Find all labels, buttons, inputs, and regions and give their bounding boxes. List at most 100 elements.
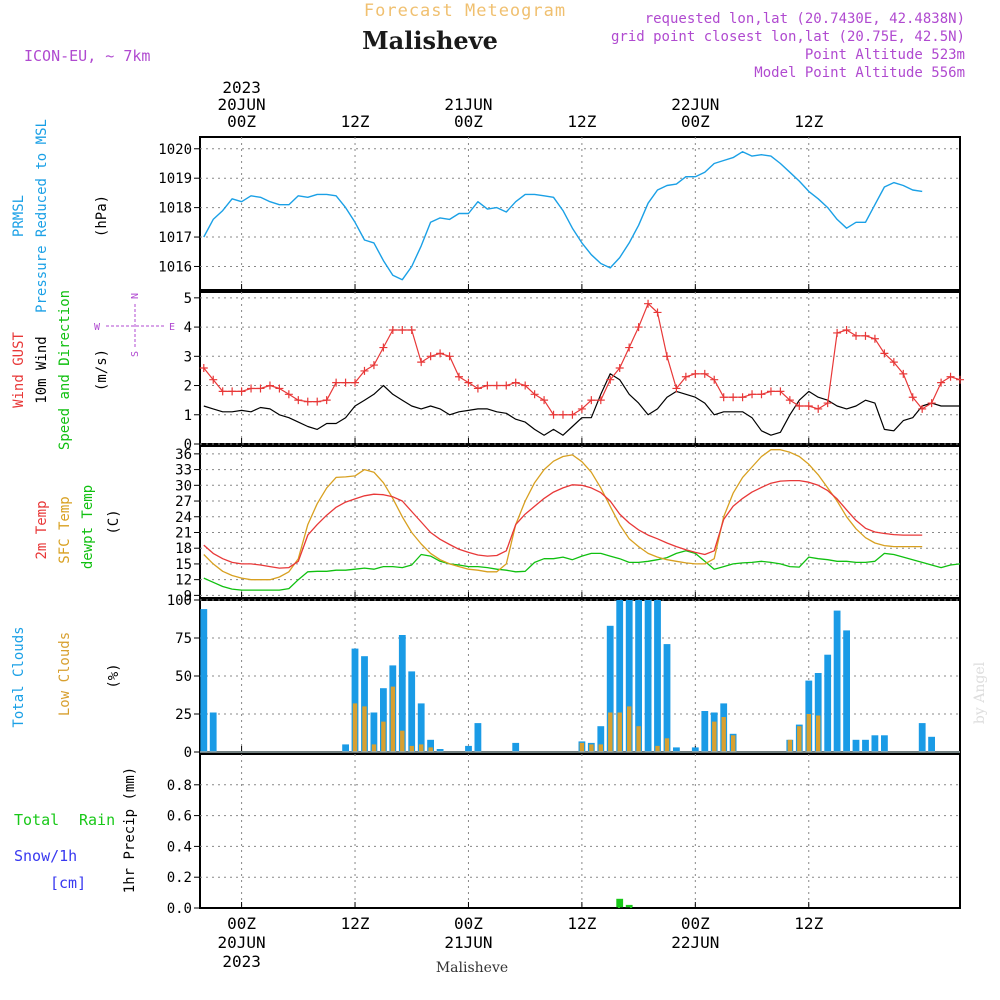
top-time-label: 00Z <box>227 112 256 131</box>
low-clouds-bar <box>579 742 585 752</box>
total-clouds-bar <box>597 726 605 752</box>
low-clouds-bar <box>362 706 367 752</box>
wind-gust-marker <box>332 378 341 387</box>
low-clouds-bar <box>400 730 405 752</box>
total-clouds-bar <box>625 600 633 752</box>
wind-gust-marker <box>927 399 936 408</box>
total-clouds-bar <box>408 671 416 752</box>
low-clouds-bar <box>636 726 641 752</box>
wind-gust-marker <box>729 393 738 402</box>
wind-gust-marker <box>558 410 567 419</box>
top-time-label: 00Z <box>681 112 710 131</box>
wind-ytick-label: 3 <box>184 349 192 365</box>
temp-ytick-label: 30 <box>175 478 192 494</box>
wind-gust-marker <box>681 372 690 381</box>
temp-ytick-label: 33 <box>175 463 192 479</box>
bottom-time-label: 2023 <box>222 952 261 971</box>
total-clouds-bar <box>881 735 888 752</box>
pressure-ytick-label: 1020 <box>158 142 192 158</box>
wind-gust-marker <box>842 326 851 334</box>
credit-watermark: by Angel <box>972 661 988 724</box>
wind-gust-marker <box>199 364 208 372</box>
low-clouds-bar <box>627 706 632 752</box>
location-title: Malisheve <box>362 26 498 55</box>
wind-gust-marker <box>710 375 719 384</box>
wind-gust-marker <box>577 404 586 413</box>
precip-frame <box>199 753 961 909</box>
wind-panel: 0 1 2 3 4 5 <box>184 291 964 453</box>
footer-location: Malisheve <box>436 960 508 976</box>
wind-gust-marker <box>445 352 454 361</box>
precip-unit: 1hr Precip (mm) <box>122 767 138 893</box>
wind-gust-marker <box>511 378 520 387</box>
top-time-label: 12Z <box>794 112 823 131</box>
wind-gust-marker <box>795 402 804 410</box>
low-clouds-bar <box>608 712 613 752</box>
wind-gust-marker <box>549 410 558 419</box>
wind-gust-marker <box>937 378 946 387</box>
wind-gust-marker <box>256 384 265 393</box>
wind-ytick-label: 1 <box>184 408 192 424</box>
total-clouds-bar <box>691 747 699 752</box>
total-clouds-bar <box>701 711 709 752</box>
total-clouds-bar <box>398 635 406 752</box>
top-time-label: 21JUN <box>444 95 492 114</box>
total-label: Total <box>14 811 59 829</box>
compass-west: W <box>94 322 101 333</box>
wind-gust-marker <box>530 390 539 399</box>
model-label: ICON-EU, ~ 7km <box>24 47 150 65</box>
total-clouds-bar <box>833 610 841 752</box>
point-altitude: Point Altitude 523m <box>805 47 965 63</box>
low-clouds-bar <box>419 744 424 752</box>
rain-label: Rain <box>79 811 115 829</box>
wind-gust-marker <box>634 323 643 332</box>
total-clouds-bar <box>427 739 434 752</box>
top-time-label: 22JUN <box>671 95 719 114</box>
wind-ytick-label: 2 <box>184 379 192 395</box>
wind-ytick-label: 5 <box>184 291 192 307</box>
low-clouds-bar <box>806 714 811 752</box>
wind-gust-marker <box>398 326 407 334</box>
wind-gust-marker <box>823 399 832 408</box>
total-clouds-bar <box>361 656 368 752</box>
requested-coords: requested lon,lat (20.7430E, 42.4838N) <box>645 11 965 27</box>
wind-gust-marker <box>766 387 775 396</box>
bottom-time-label: 00Z <box>681 914 710 933</box>
wind-gust-marker <box>483 381 492 390</box>
compass-rose: N S W E <box>94 293 175 357</box>
total-clouds-bar <box>862 739 869 752</box>
pressure-ytick-label: 1018 <box>158 201 192 217</box>
clouds-panel: 0 25 50 75 100 <box>167 593 961 761</box>
total-clouds-label: Total Clouds <box>11 626 27 727</box>
low-clouds-bar <box>731 735 736 752</box>
wind-gust-marker <box>644 299 653 308</box>
wind-gust-marker <box>956 375 964 384</box>
top-time-label: 12Z <box>567 112 596 131</box>
temp-ytick-label: 21 <box>175 525 192 541</box>
total-clouds-bar <box>814 673 822 752</box>
wind-gust-marker <box>918 404 927 413</box>
precip-ytick-label: 0.8 <box>167 778 192 794</box>
total-clouds-bar <box>843 630 850 752</box>
wind-gust-marker <box>719 393 728 402</box>
low-clouds-bar <box>721 717 726 752</box>
wind-10m-label: 10m Wind <box>34 336 50 403</box>
wind-gust-marker <box>360 366 369 375</box>
clouds-panel-labels: Total Clouds Low Clouds (%) <box>11 626 122 727</box>
wind-gust-marker <box>625 343 634 352</box>
wind-gust-marker <box>502 381 511 390</box>
bottom-time-label: 20JUN <box>218 933 266 952</box>
wind-gust-marker <box>218 387 227 396</box>
low-clouds-bar <box>371 744 377 752</box>
wind-gust-marker <box>804 402 813 410</box>
compass-north: N <box>130 293 141 299</box>
wind-gust-marker <box>492 381 501 390</box>
temp-2m-label: 2m Temp <box>34 500 50 559</box>
wind-gust-marker <box>228 387 237 396</box>
wind-gust-marker <box>785 396 794 405</box>
compass-south: S <box>130 351 141 357</box>
wind-gust-marker <box>776 387 785 396</box>
wind-gust-marker <box>521 381 530 390</box>
top-time-label: 20JUN <box>218 95 266 114</box>
